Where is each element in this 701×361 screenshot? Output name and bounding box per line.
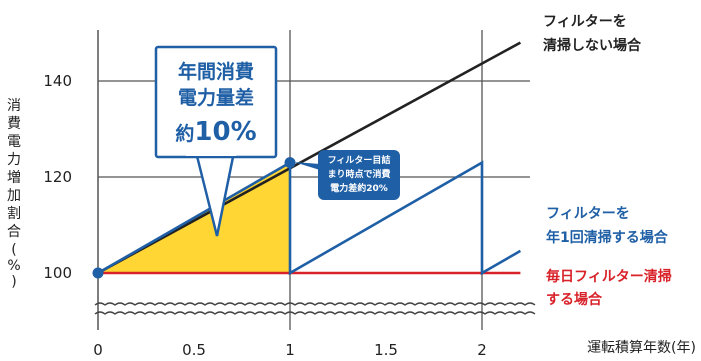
x-axis-label: 運転積算年数(年) <box>587 340 696 356</box>
label-daily-clean-2: する場合 <box>546 291 603 308</box>
callout-percent: 約10% <box>175 117 256 147</box>
y-label-char: ( <box>11 242 16 258</box>
y-label-char: 力 <box>7 152 21 168</box>
small-callout-line-1: フィルター目詰 <box>328 154 391 166</box>
small-callout-line-3: 電力差約20% <box>330 182 388 194</box>
break-wave-1 <box>94 311 536 315</box>
label-daily-clean-1: 毎日フィルター清掃 <box>546 268 672 285</box>
small-callout-rect <box>318 150 400 200</box>
y-label-char: 加 <box>7 188 21 204</box>
label-yearly-clean-1: フィルターを <box>546 206 630 222</box>
label-no-clean-1: フィルターを <box>543 14 627 30</box>
small-callout-pointer <box>294 162 320 170</box>
y-label-char: 合 <box>7 224 21 240</box>
callout-box: 年間消費 電力量差 約10% <box>154 45 278 237</box>
x-tick-label: 0 <box>93 341 103 359</box>
y-label-char: ) <box>11 274 16 290</box>
callout-rect <box>154 45 278 159</box>
y-label-char: 増 <box>7 170 21 186</box>
small-callout-line-2: まり時点で消費 <box>327 168 390 180</box>
y-label-char: 割 <box>7 205 21 222</box>
y-label-char: 消 <box>7 98 21 114</box>
x-tick-label: 1 <box>285 341 295 359</box>
break-wave-0 <box>94 302 536 306</box>
y-tick-label: 140 <box>43 72 72 90</box>
marker-group <box>92 157 296 279</box>
series-line-0 <box>97 41 522 275</box>
axis-break <box>94 302 536 315</box>
x-tick-label: 0.5 <box>182 341 206 359</box>
x-tick-label: 2 <box>477 341 487 359</box>
series-labels: フィルターを 清掃しない場合 フィルターを 年1回清掃する場合 毎日フィルター清… <box>543 14 672 308</box>
series-group <box>97 41 522 276</box>
callout-line-2: 電力量差 <box>178 86 254 109</box>
series-line-1 <box>97 160 522 276</box>
y-tick-label: 120 <box>43 168 72 186</box>
callout-line-1: 年間消費 <box>178 60 254 83</box>
y-tick-label: 100 <box>43 264 72 282</box>
data-point <box>284 157 296 169</box>
y-label-char: % <box>7 258 20 274</box>
tick-labels: 0 0.5 1 1.5 2 100 120 140 <box>43 72 486 359</box>
data-point <box>92 267 104 279</box>
label-yearly-clean-2: 年1回清掃する場合 <box>546 229 669 246</box>
label-no-clean-2: 清掃しない場合 <box>543 37 642 54</box>
y-label-char: 電 <box>7 134 21 150</box>
x-tick-label: 1.5 <box>374 341 398 359</box>
y-label-char: 費 <box>7 116 21 132</box>
small-callout: フィルター目詰 まり時点で消費 電力差約20% <box>294 150 400 200</box>
